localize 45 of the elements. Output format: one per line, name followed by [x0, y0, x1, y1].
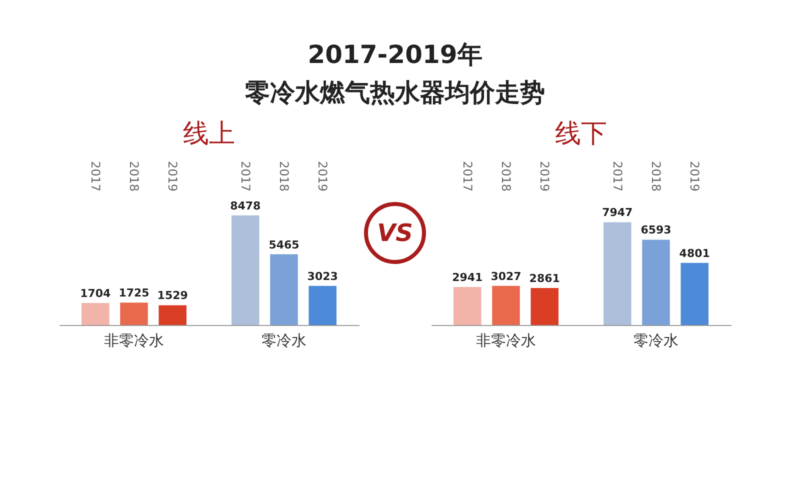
bar — [604, 222, 632, 325]
data-label: 7947 — [602, 206, 633, 220]
bar — [158, 305, 186, 325]
text: 2017 — [238, 161, 252, 192]
text: 2017 — [610, 161, 624, 192]
x-tick-label: 零冷水 — [262, 332, 306, 350]
vs-badge: VS — [364, 202, 426, 264]
bar — [492, 286, 520, 325]
text: 2017 — [88, 161, 102, 192]
data-label: 6593 — [640, 224, 672, 237]
bar — [308, 286, 336, 325]
data-label: 5465 — [268, 238, 300, 252]
chart-title: 线上 — [183, 119, 235, 149]
data-label: 3027 — [490, 270, 522, 283]
data-label: 2861 — [529, 272, 560, 285]
bar — [454, 286, 482, 325]
data-label: 8478 — [230, 199, 261, 212]
text: 2017 — [460, 161, 474, 192]
text: 2019 — [688, 161, 702, 192]
chart-title: 线下 — [555, 119, 607, 149]
text: 2019 — [538, 161, 552, 192]
data-label: 1704 — [80, 286, 112, 300]
text: 2018 — [127, 161, 141, 192]
text: 2018 — [277, 161, 291, 192]
data-label: 3023 — [307, 270, 338, 283]
bar — [120, 302, 148, 325]
bar — [530, 288, 558, 325]
bar — [680, 262, 708, 325]
text: 2018 — [649, 161, 663, 192]
data-label: 1725 — [118, 286, 150, 300]
text: 2017-2019年 — [306, 39, 484, 71]
bar — [642, 240, 670, 325]
text: 2019 — [316, 161, 330, 192]
bar — [82, 302, 110, 325]
bar — [232, 215, 260, 325]
x-tick-label: 非零冷水 — [476, 332, 536, 350]
bar — [270, 254, 298, 325]
x-tick-label: 非零冷水 — [104, 332, 164, 350]
data-label: 2941 — [452, 270, 483, 284]
data-label: 4801 — [679, 246, 710, 260]
text: 2018 — [499, 161, 513, 192]
x-tick-label: 零冷水 — [634, 332, 678, 350]
data-label: 1529 — [157, 289, 188, 302]
text: 2019 — [166, 161, 180, 192]
text: 零冷水燃气热水器均价走势 — [244, 77, 546, 109]
